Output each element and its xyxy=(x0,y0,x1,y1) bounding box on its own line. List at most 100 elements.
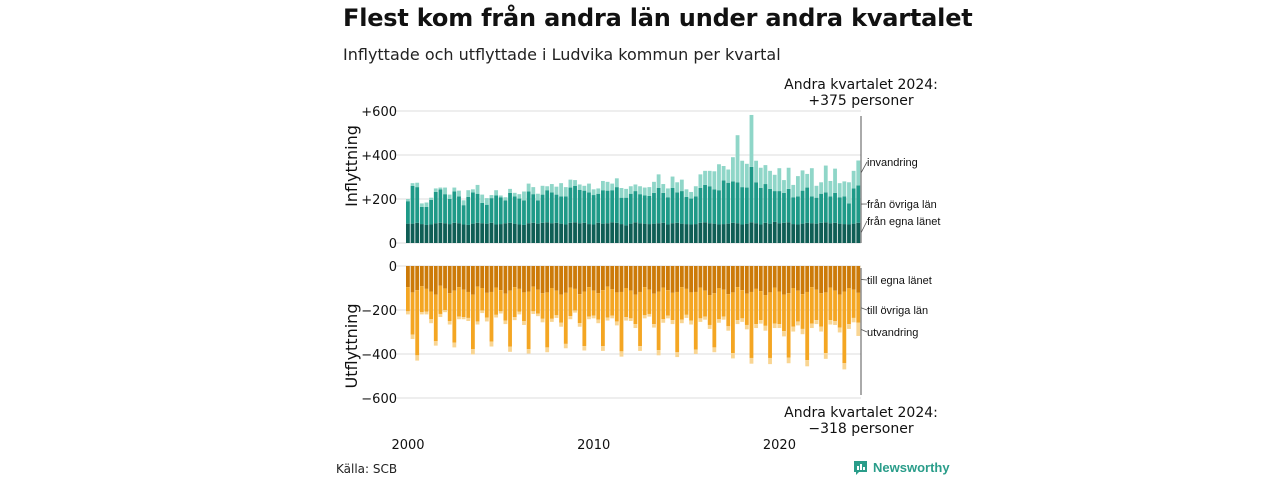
bar-out-other[interactable] xyxy=(614,292,619,322)
bar-in-foreign[interactable] xyxy=(772,174,777,192)
bar-out-local[interactable] xyxy=(512,266,517,288)
bar-in-other[interactable] xyxy=(823,192,828,223)
bar-in-local[interactable] xyxy=(471,223,475,243)
bar-out-foreign[interactable] xyxy=(624,317,629,321)
bar-out-foreign[interactable] xyxy=(814,320,819,325)
bar-in-foreign[interactable] xyxy=(406,199,410,202)
bar-in-other[interactable] xyxy=(754,182,759,224)
bar-in-other[interactable] xyxy=(605,190,610,224)
bar-out-local[interactable] xyxy=(605,266,610,287)
brand-logo[interactable]: Newsworthy xyxy=(853,460,950,475)
bar-in-local[interactable] xyxy=(443,223,447,243)
bar-in-local[interactable] xyxy=(601,223,605,243)
bar-out-other[interactable] xyxy=(587,287,591,317)
bar-in-other[interactable] xyxy=(633,191,638,223)
bar-out-local[interactable] xyxy=(819,266,824,294)
bar-out-foreign[interactable] xyxy=(489,341,494,347)
bar-out-local[interactable] xyxy=(652,266,656,294)
bar-in-foreign[interactable] xyxy=(498,195,503,198)
bar-out-foreign[interactable] xyxy=(540,318,545,323)
bar-in-foreign[interactable] xyxy=(726,169,731,183)
bar-out-other[interactable] xyxy=(582,291,587,347)
bar-out-foreign[interactable] xyxy=(433,341,438,346)
bar-in-foreign[interactable] xyxy=(693,186,698,197)
bar-out-foreign[interactable] xyxy=(484,317,489,322)
bar-out-other[interactable] xyxy=(726,294,731,327)
bar-in-foreign[interactable] xyxy=(582,185,587,191)
bar-out-foreign[interactable] xyxy=(782,331,786,337)
bar-in-other[interactable] xyxy=(447,199,452,225)
bar-out-local[interactable] xyxy=(489,266,494,292)
bar-out-local[interactable] xyxy=(536,266,540,290)
bar-in-other[interactable] xyxy=(559,196,564,224)
bar-out-other[interactable] xyxy=(466,291,471,318)
bar-out-foreign[interactable] xyxy=(763,325,768,331)
bar-out-other[interactable] xyxy=(666,290,670,316)
bar-in-other[interactable] xyxy=(647,195,652,225)
bar-out-foreign[interactable] xyxy=(712,347,717,353)
bar-in-local[interactable] xyxy=(744,223,749,243)
bar-out-local[interactable] xyxy=(614,266,619,293)
bar-in-local[interactable] xyxy=(684,224,689,243)
bar-in-local[interactable] xyxy=(531,222,536,243)
bar-in-foreign[interactable] xyxy=(851,170,856,189)
bar-in-other[interactable] xyxy=(693,196,698,225)
bar-in-foreign[interactable] xyxy=(847,182,851,204)
bar-in-local[interactable] xyxy=(740,224,745,243)
bar-out-other[interactable] xyxy=(410,292,415,335)
bar-out-foreign[interactable] xyxy=(638,346,642,351)
bar-in-foreign[interactable] xyxy=(684,189,689,197)
bar-in-local[interactable] xyxy=(628,223,633,243)
bar-out-other[interactable] xyxy=(744,293,749,325)
bar-in-local[interactable] xyxy=(605,223,610,243)
bar-out-other[interactable] xyxy=(791,288,796,327)
bar-in-other[interactable] xyxy=(424,206,429,225)
bar-in-foreign[interactable] xyxy=(433,188,438,192)
bar-out-local[interactable] xyxy=(619,266,624,292)
bar-out-foreign[interactable] xyxy=(796,321,800,326)
bar-in-foreign[interactable] xyxy=(512,192,517,197)
bar-in-foreign[interactable] xyxy=(749,114,754,167)
bar-in-local[interactable] xyxy=(415,222,420,243)
bar-in-foreign[interactable] xyxy=(670,176,675,188)
bar-in-foreign[interactable] xyxy=(471,189,475,193)
bar-out-other[interactable] xyxy=(568,287,573,317)
bar-out-foreign[interactable] xyxy=(508,346,512,352)
bar-out-local[interactable] xyxy=(763,266,768,296)
bar-out-foreign[interactable] xyxy=(819,326,824,332)
bar-out-foreign[interactable] xyxy=(471,349,475,355)
bar-out-local[interactable] xyxy=(633,266,638,295)
bar-out-other[interactable] xyxy=(837,294,842,328)
bar-in-other[interactable] xyxy=(419,206,424,225)
bar-in-local[interactable] xyxy=(591,224,596,243)
bar-out-other[interactable] xyxy=(689,292,694,321)
bar-in-foreign[interactable] xyxy=(689,191,694,199)
bar-out-foreign[interactable] xyxy=(768,357,772,365)
bar-out-other[interactable] xyxy=(749,291,754,358)
bar-in-local[interactable] xyxy=(517,224,522,243)
bar-out-other[interactable] xyxy=(419,286,424,313)
bar-in-other[interactable] xyxy=(703,184,707,223)
bar-in-foreign[interactable] xyxy=(758,167,763,188)
bar-out-foreign[interactable] xyxy=(777,324,782,329)
bar-in-other[interactable] xyxy=(587,192,591,225)
bar-out-local[interactable] xyxy=(638,266,642,292)
bar-out-foreign[interactable] xyxy=(568,316,573,320)
bar-in-local[interactable] xyxy=(554,222,559,243)
bar-out-local[interactable] xyxy=(443,266,447,289)
bar-out-local[interactable] xyxy=(587,266,591,288)
bar-in-local[interactable] xyxy=(438,222,443,243)
bar-in-foreign[interactable] xyxy=(735,135,740,183)
bar-in-other[interactable] xyxy=(809,196,814,224)
bar-in-local[interactable] xyxy=(466,224,471,243)
bar-in-foreign[interactable] xyxy=(424,202,429,207)
bar-in-other[interactable] xyxy=(466,196,471,225)
bar-in-foreign[interactable] xyxy=(545,186,550,191)
bar-out-local[interactable] xyxy=(837,266,842,295)
bar-in-other[interactable] xyxy=(591,195,596,225)
bar-out-other[interactable] xyxy=(484,292,489,318)
bar-in-foreign[interactable] xyxy=(717,164,721,191)
bar-in-local[interactable] xyxy=(814,223,819,243)
bar-in-foreign[interactable] xyxy=(809,168,814,197)
bar-out-other[interactable] xyxy=(429,291,434,320)
